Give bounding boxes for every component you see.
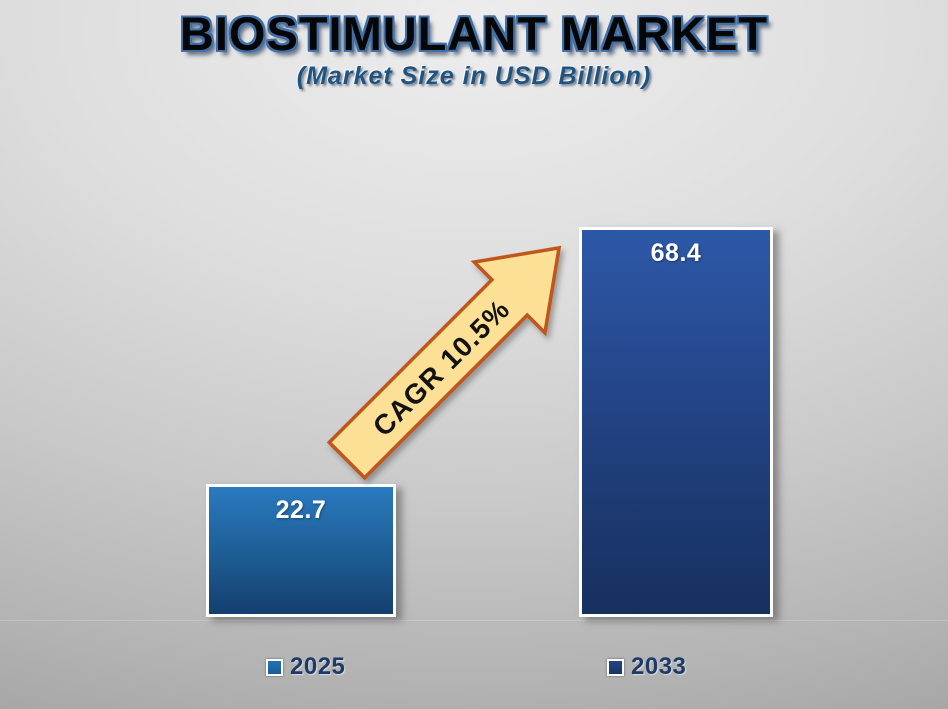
chart-subtitle: (Market Size in USD Billion)	[296, 62, 652, 90]
legend-item-2033: 2033	[607, 653, 686, 681]
chart-title: BIOSTIMULANT MARKET	[179, 7, 769, 60]
cagr-label: CAGR 10.5%	[367, 293, 516, 442]
legend-label-2025: 2025	[290, 653, 346, 680]
legend-swatch-2033-icon	[607, 658, 624, 676]
legend-label-2033: 2033	[631, 653, 687, 680]
arrow-shape	[326, 245, 562, 481]
legend-swatch-2025-icon	[266, 658, 283, 676]
legend-item-2025: 2025	[266, 653, 345, 681]
bar-2025: 22.7	[206, 484, 396, 617]
chart-baseline	[0, 620, 948, 622]
bar-value-label-2033: 68.4	[650, 239, 702, 267]
cagr-growth-arrow-icon: CAGR 10.5%	[326, 245, 562, 481]
bar-2033: 68.4	[579, 227, 773, 617]
bar-value-label-2025: 22.7	[275, 496, 327, 524]
